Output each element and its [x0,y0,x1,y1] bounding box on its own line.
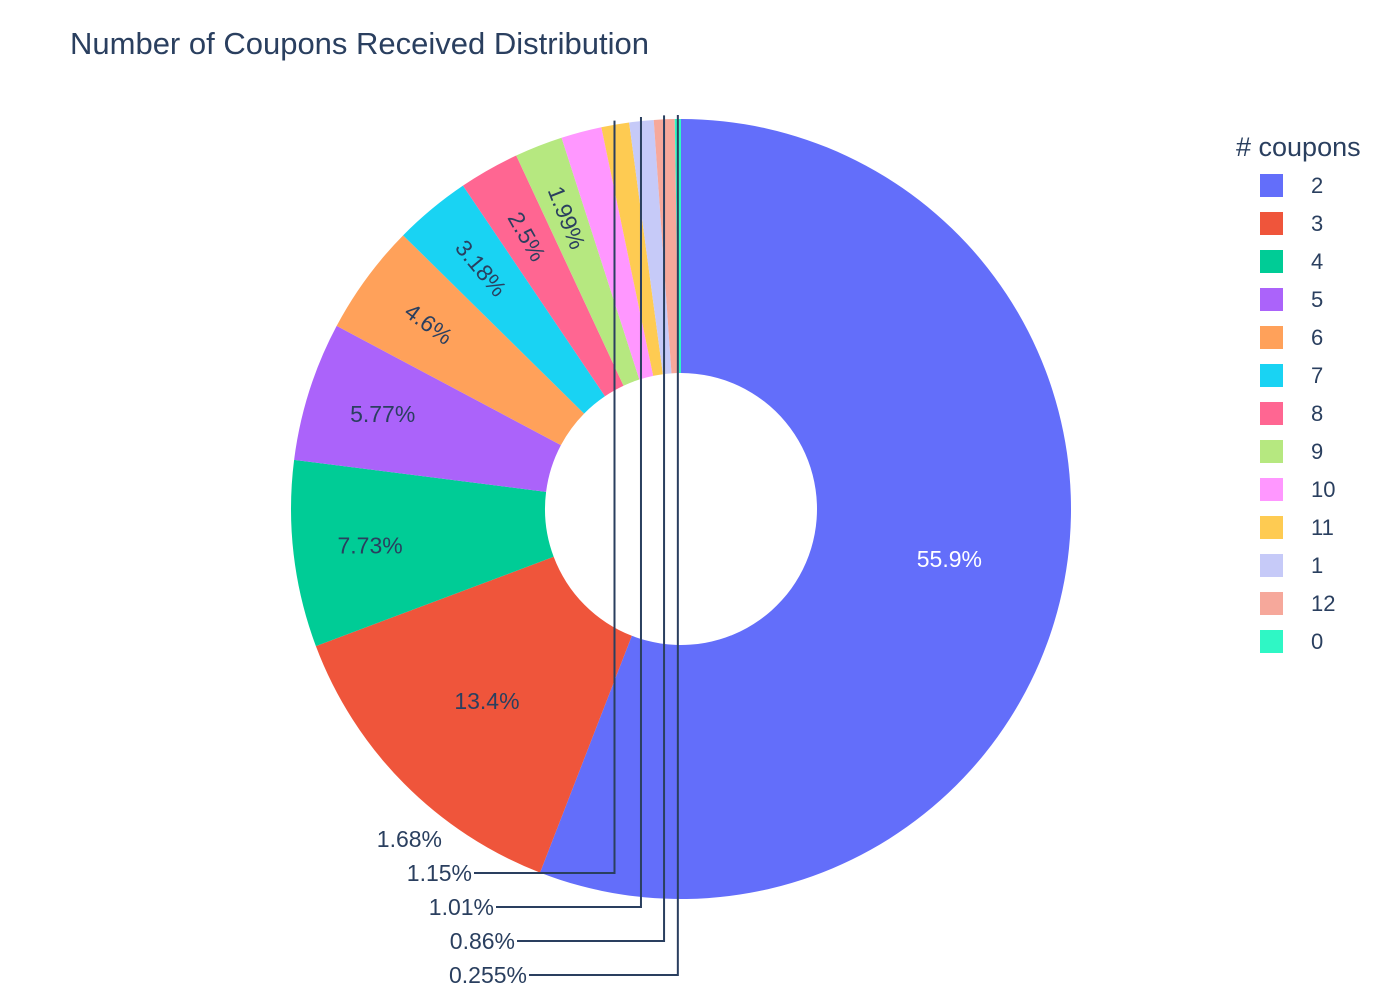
legend-label-10: 10 [1311,477,1335,502]
legend-label-11: 11 [1311,515,1334,540]
legend-swatch-3 [1260,212,1283,235]
slice-label-11: 1.15% [407,860,472,886]
chart-title: Number of Coupons Received Distribution [70,26,649,61]
legend-title: # coupons [1236,132,1361,162]
legend-item-0[interactable]: 0 [1260,629,1323,654]
legend-item-7[interactable]: 7 [1260,363,1323,388]
legend-label-5: 5 [1311,287,1323,312]
legend-swatch-4 [1260,250,1283,273]
legend-item-2[interactable]: 2 [1260,173,1323,198]
slice-label-10: 1.68% [377,826,442,852]
slice-12[interactable] [653,119,679,374]
slice-label-1: 1.01% [429,894,494,920]
legend-item-12[interactable]: 12 [1260,591,1335,616]
legend-label-1: 1 [1311,553,1323,578]
legend-swatch-6 [1260,326,1283,349]
slice-label-4: 7.73% [338,532,403,558]
legend-swatch-2 [1260,174,1283,197]
slice-6[interactable] [336,235,585,446]
leader-line-11 [474,120,616,874]
legend-item-11[interactable]: 11 [1260,515,1334,540]
legend-item-5[interactable]: 5 [1260,287,1323,312]
legend-swatch-11 [1260,516,1283,539]
legend-item-6[interactable]: 6 [1260,325,1323,350]
slice-5[interactable] [294,325,561,492]
legend-swatch-12 [1260,592,1283,615]
legend-label-12: 12 [1311,591,1335,616]
legend-swatch-5 [1260,288,1283,311]
slice-8[interactable] [462,155,624,397]
slice-10[interactable] [561,127,654,380]
legend-label-8: 8 [1311,401,1323,426]
legend-label-2: 2 [1311,173,1323,198]
slice-11[interactable] [601,122,663,376]
slice-2[interactable] [540,119,1071,899]
legend-item-10[interactable]: 10 [1260,477,1335,502]
legend-swatch-1 [1260,554,1283,577]
slice-label-3: 13.4% [454,688,519,714]
slice-3[interactable] [315,556,632,873]
leader-line-12 [517,115,666,942]
legend-item-4[interactable]: 4 [1260,249,1323,274]
legend-label-3: 3 [1311,211,1323,236]
leader-line-1 [496,117,642,908]
legend-label-0: 0 [1311,629,1323,654]
legend-swatch-9 [1260,440,1283,463]
legend-item-1[interactable]: 1 [1260,553,1323,578]
slice-1[interactable] [629,119,672,375]
legend-label-7: 7 [1311,363,1323,388]
legend-item-9[interactable]: 9 [1260,439,1323,464]
slice-9[interactable] [516,137,640,386]
slice-label-12: 0.86% [450,928,515,954]
leader-line-0 [529,115,679,976]
slice-label-2: 55.9% [917,546,982,572]
legend-label-6: 6 [1311,325,1323,350]
slice-4[interactable] [291,459,554,647]
legend-label-9: 9 [1311,439,1323,464]
legend-label-4: 4 [1311,249,1323,274]
pie-slices [291,119,1071,899]
legend-swatch-0 [1260,630,1283,653]
slice-label-0: 0.255% [449,962,527,988]
slice-7[interactable] [403,185,605,414]
legend-item-8[interactable]: 8 [1260,401,1323,426]
slice-label-5: 5.77% [350,401,415,427]
legend-item-3[interactable]: 3 [1260,211,1323,236]
legend-swatch-8 [1260,402,1283,425]
legend-swatch-10 [1260,478,1283,501]
legend-swatch-7 [1260,364,1283,387]
